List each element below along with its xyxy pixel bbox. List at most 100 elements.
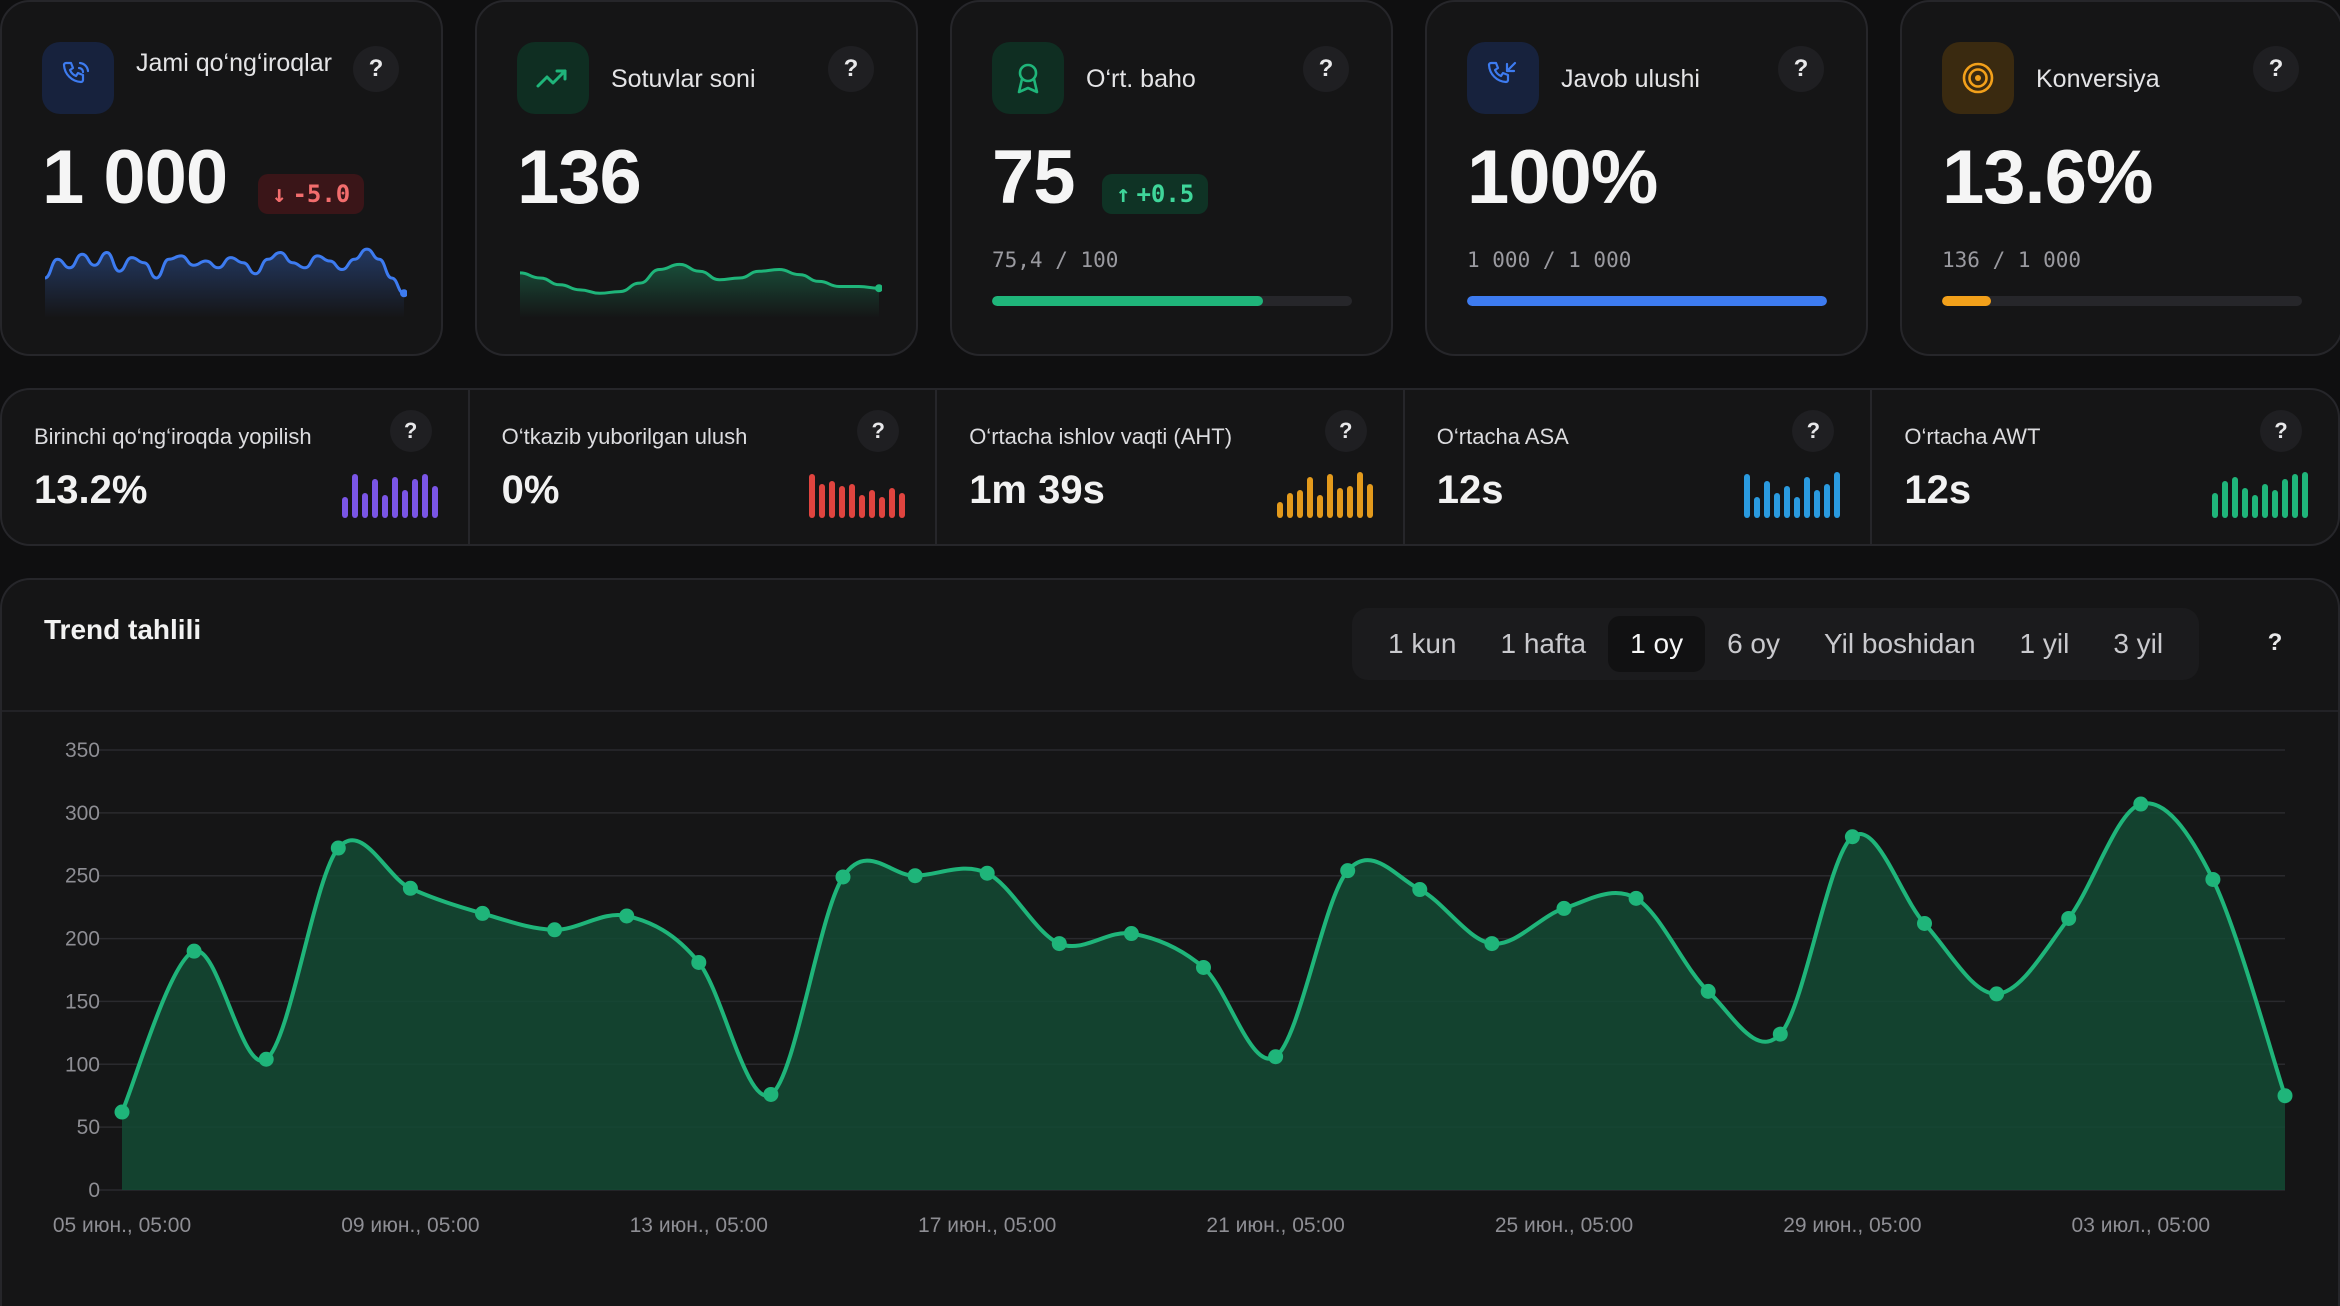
sparkline-line bbox=[44, 247, 405, 295]
mini-bar bbox=[1356, 472, 1363, 518]
data-point bbox=[835, 869, 851, 885]
data-point bbox=[1917, 915, 1932, 931]
mini-bar bbox=[809, 474, 816, 518]
metric-value: 13.2% bbox=[34, 468, 148, 512]
mini-bar bbox=[839, 485, 846, 518]
x-tick-label: 25 июн., 05:00 bbox=[1495, 1214, 1633, 1237]
mini-bar bbox=[1276, 501, 1283, 518]
kpi-title: Konversiya bbox=[2036, 65, 2160, 93]
data-point bbox=[1772, 1026, 1788, 1042]
help-button[interactable]: ? bbox=[389, 410, 432, 452]
mini-bar bbox=[2271, 490, 2278, 518]
x-tick-label: 29 июн., 05:00 bbox=[1783, 1214, 1921, 1237]
trend-help-button[interactable]: ? bbox=[2267, 629, 2283, 656]
progress-fill bbox=[1467, 296, 1827, 306]
trend-title: Trend tahlili bbox=[44, 614, 202, 645]
help-button[interactable]: ? bbox=[2259, 410, 2302, 452]
period-option[interactable]: 1 yil bbox=[2019, 628, 2070, 659]
data-point bbox=[547, 922, 563, 938]
mini-bar-chart bbox=[1276, 472, 1373, 518]
data-point bbox=[2277, 1088, 2293, 1104]
y-tick-label: 250 bbox=[65, 865, 100, 888]
mini-bar bbox=[391, 476, 398, 518]
mini-bar bbox=[1346, 485, 1353, 518]
trend-divider bbox=[2, 710, 2338, 712]
kpi-card: Sotuvlar soni? 136 bbox=[475, 0, 918, 356]
metric-label: Birinchi qo‘ng‘iroqda yopilish bbox=[34, 424, 312, 449]
kpi-title: Sotuvlar soni bbox=[611, 65, 756, 93]
progress-fill bbox=[992, 296, 1264, 306]
progress-fill bbox=[1942, 296, 1991, 306]
delta-value: +0.5 bbox=[1136, 180, 1195, 208]
progress-bar bbox=[1467, 296, 1827, 306]
kpi-card: Konversiya? 13.6% 136 / 1 000 bbox=[1900, 0, 2340, 356]
data-point bbox=[114, 1104, 130, 1120]
mini-bar bbox=[1336, 488, 1343, 518]
progress-bar bbox=[992, 296, 1352, 306]
data-point bbox=[1484, 936, 1500, 952]
help-button[interactable]: ? bbox=[353, 46, 399, 92]
y-tick-label: 50 bbox=[77, 1116, 100, 1139]
y-tick-label: 150 bbox=[65, 990, 100, 1013]
kpi-ratio: 136 / 1 000 bbox=[1942, 248, 2082, 272]
data-point bbox=[186, 943, 202, 959]
period-option[interactable]: 3 yil bbox=[2113, 628, 2164, 659]
kpi-value: 13.6% bbox=[1942, 135, 2153, 220]
period-option[interactable]: 1 kun bbox=[1388, 628, 1457, 659]
x-tick-label: 09 июн., 05:00 bbox=[341, 1214, 479, 1237]
help-button[interactable]: ? bbox=[1792, 410, 1835, 452]
mini-bar bbox=[371, 478, 378, 518]
period-option[interactable]: 1 oy bbox=[1608, 616, 1706, 672]
help-button[interactable]: ? bbox=[828, 46, 874, 92]
mini-bar-chart bbox=[809, 472, 906, 518]
help-button[interactable]: ? bbox=[1303, 46, 1349, 92]
trend-area bbox=[122, 803, 2285, 1190]
mini-bar bbox=[1804, 476, 1811, 518]
phone-incoming-icon bbox=[1467, 42, 1539, 114]
metric-value: 12s bbox=[1904, 468, 1972, 512]
kpi-title: O‘rt. baho bbox=[1086, 65, 1196, 93]
mini-bar bbox=[2261, 483, 2268, 518]
data-point bbox=[1340, 863, 1356, 879]
help-button[interactable]: ? bbox=[1778, 46, 1824, 92]
x-tick-label: 17 июн., 05:00 bbox=[918, 1214, 1056, 1237]
mini-bar bbox=[351, 474, 358, 518]
sparkline-line bbox=[519, 262, 880, 295]
help-button[interactable]: ? bbox=[857, 410, 900, 452]
mini-bar bbox=[899, 492, 906, 518]
y-tick-label: 200 bbox=[65, 928, 100, 951]
data-point bbox=[1412, 882, 1428, 898]
metric-card: O‘rtacha ishlov vaqti (AHT) 1m 39s? bbox=[935, 388, 1403, 546]
sparkline bbox=[44, 247, 407, 318]
period-option[interactable]: 6 oy bbox=[1727, 628, 1781, 659]
mini-bar bbox=[421, 474, 428, 518]
mini-bar bbox=[889, 488, 896, 518]
help-button[interactable]: ? bbox=[1324, 410, 1367, 452]
mini-bar bbox=[431, 485, 438, 518]
mini-bar bbox=[2221, 481, 2228, 518]
sparkline-end-dot bbox=[400, 289, 407, 298]
data-point bbox=[979, 865, 995, 881]
period-option[interactable]: Yil boshidan bbox=[1824, 628, 1976, 659]
data-point bbox=[475, 905, 490, 921]
metric-label: O‘rtacha ASA bbox=[1436, 424, 1569, 449]
mini-bar bbox=[1784, 485, 1791, 518]
mini-bar bbox=[1296, 490, 1303, 518]
data-point bbox=[1844, 829, 1860, 845]
period-option[interactable]: 1 hafta bbox=[1500, 628, 1587, 659]
kpi-title: Javob ulushi bbox=[1561, 65, 1700, 93]
help-button[interactable]: ? bbox=[2253, 46, 2299, 92]
metric-value: 12s bbox=[1436, 468, 1504, 512]
mini-bar bbox=[1764, 481, 1771, 518]
mini-bar bbox=[381, 495, 388, 518]
mini-bar bbox=[859, 495, 866, 518]
data-point bbox=[619, 908, 635, 924]
data-point bbox=[763, 1086, 779, 1102]
kpi-value: 136 bbox=[517, 135, 642, 220]
mini-bar-chart bbox=[341, 472, 438, 518]
trending-up-icon bbox=[517, 42, 589, 114]
delta-badge: ↓ -5.0 bbox=[258, 174, 365, 214]
data-point bbox=[1196, 959, 1211, 975]
mini-bar bbox=[2291, 474, 2298, 518]
data-point bbox=[2133, 796, 2149, 812]
